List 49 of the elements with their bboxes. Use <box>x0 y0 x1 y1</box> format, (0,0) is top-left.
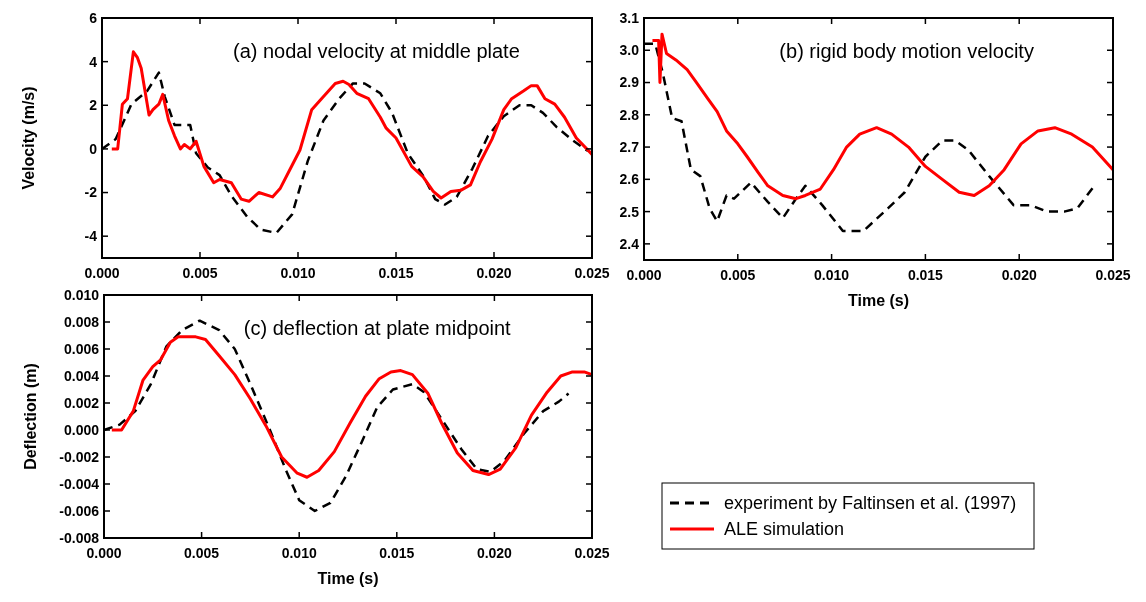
y-tick-label: -0.004 <box>59 475 100 492</box>
x-tick-label: 0.005 <box>720 267 756 283</box>
x-tick-label: 0.025 <box>574 265 610 281</box>
x-axis-title: Time (s) <box>847 292 910 309</box>
text: (a) nodal velocity at middle plate <box>232 40 520 62</box>
x-tick-label: 0.015 <box>379 545 415 561</box>
y-tick-label: -0.008 <box>59 529 100 546</box>
x-tick-label: 0.015 <box>907 267 944 283</box>
x-tick-label: 0.025 <box>1095 267 1131 283</box>
y-axis-title: Velocity (m/s) <box>20 86 37 190</box>
x-tick-label: 0.020 <box>1001 267 1037 283</box>
x-tick-label: 0.020 <box>476 545 513 561</box>
legend-label: ALE simulation <box>724 519 845 540</box>
y-tick-label: 0.010 <box>63 286 100 303</box>
y-tick-label: 4 <box>89 53 98 70</box>
x-tick-label: 0.025 <box>574 545 610 561</box>
y-tick-label: 3.1 <box>619 9 640 26</box>
y-tick-label: -4 <box>84 228 98 245</box>
y-tick-label: 2.4 <box>619 235 640 252</box>
line-series <box>650 32 1115 201</box>
legend-label: experiment by Faltinsen et al. (1997) <box>724 493 1017 514</box>
x-tick-label: 0.010 <box>281 545 317 561</box>
y-tick-label: 0.004 <box>63 367 100 384</box>
y-tick-label: -0.006 <box>59 502 100 519</box>
text: (b) rigid body motion velocity <box>779 40 1034 62</box>
y-tick-label: -0.002 <box>59 448 100 465</box>
y-tick-label: 2 <box>89 97 98 114</box>
y-tick-label: 2.9 <box>619 74 640 91</box>
x-tick-label: 0.010 <box>814 267 850 283</box>
y-tick-label: 2.7 <box>619 138 640 155</box>
x-tick-label: 0.005 <box>182 265 218 281</box>
y-tick-label: 2.6 <box>619 171 640 188</box>
y-axis-title: Deflection (m) <box>22 363 39 470</box>
y-tick-label: 0.008 <box>63 313 100 330</box>
y-tick-label: 2.5 <box>619 203 640 220</box>
y-tick-label: 3.0 <box>619 42 640 59</box>
text: (c) deflection at plate midpoint <box>243 317 512 339</box>
x-tick-label: 0.010 <box>280 265 316 281</box>
y-tick-label: 2.8 <box>619 106 640 123</box>
y-tick-label: 0.002 <box>63 394 100 411</box>
y-tick-label: 6 <box>89 9 98 26</box>
y-tick-label: 0.006 <box>63 340 100 357</box>
y-tick-label: -2 <box>84 184 98 201</box>
y-tick-label: 0.000 <box>63 421 100 438</box>
x-tick-label: 0.005 <box>184 545 220 561</box>
x-tick-label: 0.020 <box>476 265 512 281</box>
x-axis-title: Time (s) <box>317 570 379 587</box>
y-tick-label: 0 <box>89 140 98 157</box>
x-tick-label: 0.015 <box>378 265 414 281</box>
